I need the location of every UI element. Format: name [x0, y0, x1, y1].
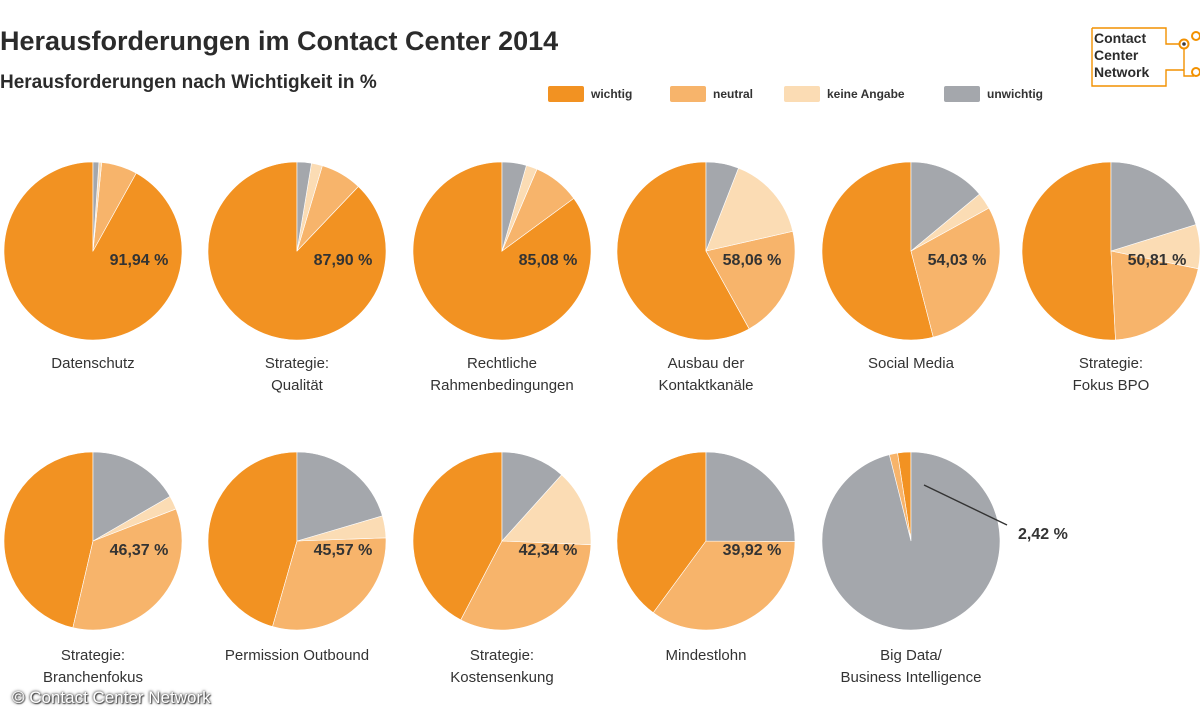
pie-slice-strategie-qualitaet-unwichtig — [296, 161, 312, 252]
caption-line-ausbau-der-kontaktkanaele-1: Kontaktkanäle — [658, 377, 754, 394]
caption-datenschutz: Datenschutz — [0, 353, 223, 375]
pie-rechtliche-rahmenbedingungen: 85,08 % — [412, 161, 592, 341]
pie-strategie-fokus-bpo: 50,81 % — [1021, 161, 1200, 341]
caption-line-mindestlohn-0: Mindestlohn — [665, 647, 747, 664]
pie-slice-mindestlohn-neutral — [652, 540, 796, 631]
logo-text-line-1: Contact — [1094, 30, 1147, 46]
value-label-rechtliche-rahmenbedingungen: 85,08 % — [519, 252, 578, 269]
value-label-mindestlohn: 39,92 % — [723, 542, 782, 559]
pie-slice-strategie-branchenfokus-wichtig — [3, 451, 94, 629]
chart-title: Herausforderungen im Contact Center 2014 — [0, 26, 559, 56]
contact-center-network-logo: Contact Center Network — [1088, 24, 1200, 90]
pie-ausbau-der-kontaktkanaele: 58,06 % — [616, 161, 796, 341]
pie-strategie-branchenfokus: 46,37 % — [3, 451, 183, 631]
caption-line-strategie-branchenfokus-0: Strategie: — [60, 647, 126, 664]
value-label-permission-outbound: 45,57 % — [314, 542, 373, 559]
pie-slice-social-media-wichtig — [821, 161, 934, 341]
pie-slice-strategie-fokus-bpo-wichtig — [1021, 161, 1116, 341]
leader-line-big-data-business-intelligence — [923, 484, 1008, 526]
value-label-big-data-business-intelligence: 2,42 % — [1018, 526, 1068, 543]
pie-slice-strategie-branchenfokus-unwichtig — [92, 451, 171, 542]
caption-strategie-branchenfokus: Strategie: Branchenfokus — [0, 645, 223, 689]
pie-social-media: 54,03 % — [821, 161, 1001, 341]
caption-ausbau-der-kontaktkanaele: Ausbau der Kontaktkanäle — [576, 353, 836, 397]
legend-swatch-unwichtig — [944, 86, 980, 102]
value-label-strategie-kostensenkung: 42,34 % — [519, 542, 578, 559]
caption-line-rechtliche-rahmenbedingungen-0: Rechtliche — [466, 355, 538, 372]
caption-rechtliche-rahmenbedingungen: Rechtliche Rahmenbedingungen — [372, 353, 632, 397]
caption-strategie-qualitaet: Strategie: Qualität — [167, 353, 427, 397]
pie-slice-ausbau-der-kontaktkanaele-neutral — [705, 230, 796, 330]
pie-slice-strategie-fokus-bpo-unwichtig — [1110, 161, 1197, 252]
pie-slice-strategie-kostensenkung-wichtig — [412, 451, 503, 621]
pie-slice-strategie-kostensenkung-unwichtig — [501, 451, 562, 542]
value-label-datenschutz: 91,94 % — [110, 252, 169, 269]
legend-label-wichtig: wichtig — [591, 87, 633, 101]
pie-slice-strategie-kostensenkung-keine-angabe — [501, 474, 592, 546]
value-label-ausbau-der-kontaktkanaele: 58,06 % — [723, 252, 782, 269]
caption-line-strategie-fokus-bpo-1: Fokus BPO — [1072, 377, 1150, 394]
caption-social-media: Social Media — [781, 353, 1041, 375]
pie-strategie-qualitaet: 87,90 % — [207, 161, 387, 341]
caption-line-strategie-qualitaet-0: Strategie: — [264, 355, 330, 372]
pie-slice-ausbau-der-kontaktkanaele-unwichtig — [705, 161, 739, 252]
caption-line-strategie-branchenfokus-1: Branchenfokus — [42, 669, 144, 686]
pie-slice-ausbau-der-kontaktkanaele-wichtig — [616, 161, 750, 341]
caption-strategie-kostensenkung: Strategie: Kostensenkung — [372, 645, 632, 689]
caption-permission-outbound: Permission Outbound — [167, 645, 427, 667]
caption-line-strategie-kostensenkung-1: Kostensenkung — [450, 669, 554, 686]
pie-slice-permission-outbound-neutral — [272, 537, 387, 631]
value-label-strategie-fokus-bpo: 50,81 % — [1128, 252, 1187, 269]
legend-swatch-keine-angabe — [784, 86, 820, 102]
value-label-strategie-branchenfokus: 46,37 % — [110, 542, 169, 559]
caption-line-big-data-business-intelligence-1: Business Intelligence — [840, 669, 982, 686]
caption-line-ausbau-der-kontaktkanaele-0: Ausbau der — [667, 355, 745, 372]
value-label-social-media: 54,03 % — [928, 252, 987, 269]
pie-slice-big-data-business-intelligence-unwichtig — [821, 451, 1001, 631]
caption-big-data-business-intelligence: Big Data/Business Intelligence — [781, 645, 1041, 689]
legend-label-keine-angabe: keine Angabe — [827, 87, 905, 101]
pie-mindestlohn: 39,92 % — [616, 451, 796, 631]
caption-line-big-data-business-intelligence-0: Big Data/ — [880, 647, 942, 664]
value-label-strategie-qualitaet: 87,90 % — [314, 252, 373, 269]
legend-label-neutral: neutral — [713, 87, 754, 101]
pie-slice-datenschutz-unwichtig — [92, 161, 100, 252]
pie-slice-mindestlohn-unwichtig — [705, 451, 796, 542]
pie-slice-social-media-unwichtig — [910, 161, 980, 252]
pie-permission-outbound: 45,57 % — [207, 451, 387, 631]
caption-line-datenschutz-0: Datenschutz — [51, 355, 135, 372]
pie-slice-mindestlohn-wichtig — [616, 451, 707, 614]
pie-slice-social-media-neutral — [910, 207, 1001, 338]
caption-line-social-media-0: Social Media — [868, 355, 954, 372]
pie-slice-ausbau-der-kontaktkanaele-keine-angabe — [705, 167, 794, 252]
logo-text-line-3: Network — [1094, 64, 1150, 80]
pie-slice-permission-outbound-unwichtig — [296, 451, 383, 542]
caption-line-rechtliche-rahmenbedingungen-1: Rahmenbedingungen — [430, 377, 574, 394]
caption-line-strategie-qualitaet-1: Qualität — [271, 377, 323, 394]
chart-subtitle: Herausforderungen nach Wichtigkeit in % — [0, 72, 377, 93]
pie-slice-rechtliche-rahmenbedingungen-unwichtig — [501, 161, 527, 252]
logo-frame-icon — [1091, 27, 1200, 87]
pie-strategie-kostensenkung: 42,34 % — [412, 451, 592, 631]
caption-mindestlohn: Mindestlohn — [576, 645, 836, 667]
logo-text-line-2: Center — [1094, 47, 1139, 63]
legend-swatch-wichtig — [548, 86, 584, 102]
legend-swatch-neutral — [670, 86, 706, 102]
caption-line-permission-outbound-0: Permission Outbound — [224, 647, 370, 664]
caption-strategie-fokus-bpo: Strategie: Fokus BPO — [981, 353, 1200, 397]
pie-datenschutz: 91,94 % — [3, 161, 183, 341]
pie-big-data-business-intelligence: 2,42 % — [821, 451, 1068, 631]
pie-slice-strategie-kostensenkung-neutral — [460, 540, 592, 631]
caption-line-strategie-fokus-bpo-0: Strategie: — [1078, 355, 1144, 372]
caption-line-strategie-kostensenkung-0: Strategie: — [469, 647, 535, 664]
legend-label-unwichtig: unwichtig — [987, 87, 1043, 101]
pie-slice-permission-outbound-wichtig — [207, 451, 298, 627]
copyright-notice: © Contact Center Network — [12, 688, 211, 707]
pie-slice-strategie-branchenfokus-neutral — [72, 508, 183, 631]
pie-slice-strategie-fokus-bpo-neutral — [1110, 250, 1199, 341]
